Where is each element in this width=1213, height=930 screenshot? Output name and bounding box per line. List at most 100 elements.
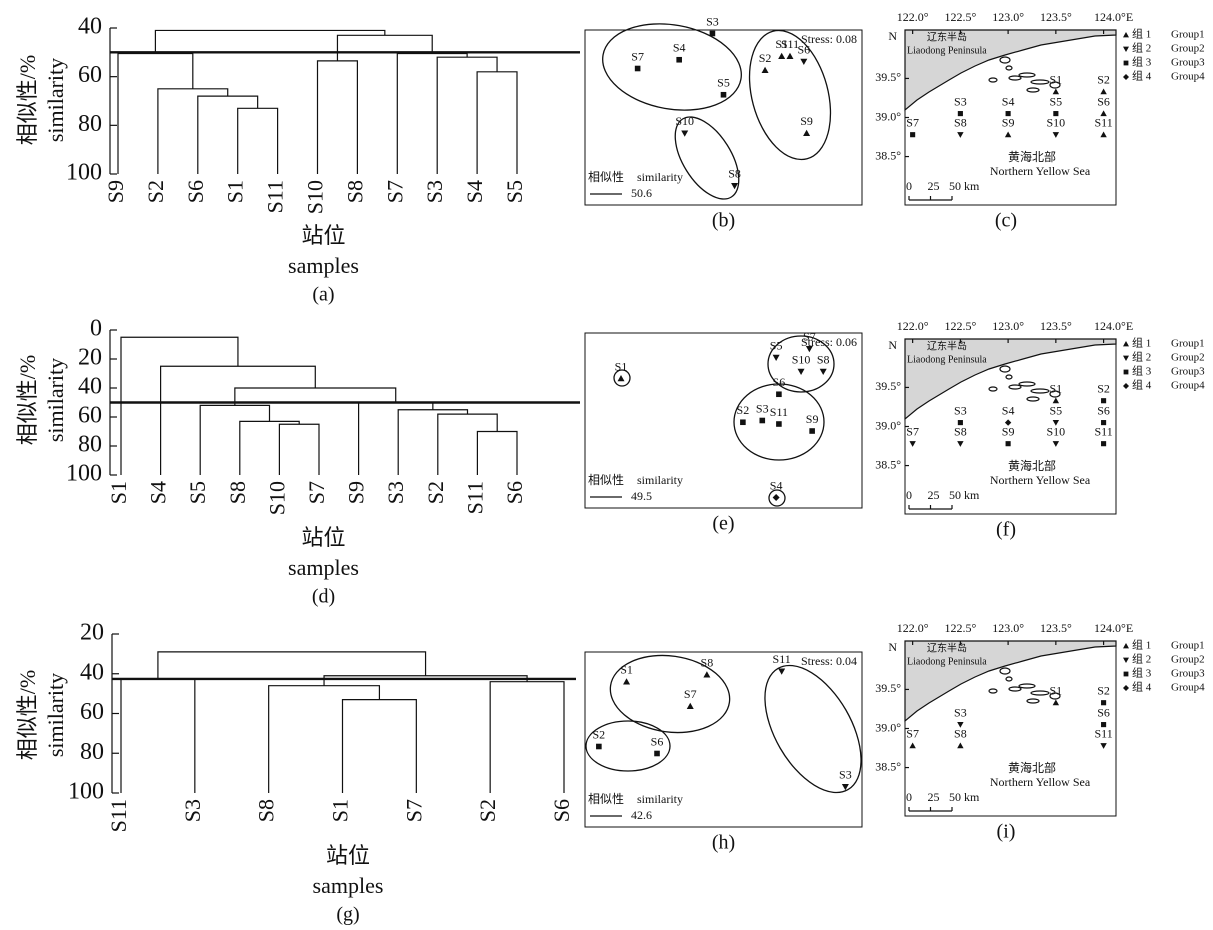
panel-label: (i) xyxy=(997,821,1016,843)
y-tick-label: 39.0° xyxy=(875,418,901,432)
scale-label: 25 xyxy=(928,488,940,502)
point-label: S3 xyxy=(706,14,719,28)
sample-point xyxy=(731,182,739,190)
sea-label: 黄海北部 xyxy=(1008,458,1056,473)
leaf-label: S2 xyxy=(143,180,168,203)
station-label: S11 xyxy=(1094,424,1112,438)
scale-value: 50.6 xyxy=(631,186,652,200)
sample-point xyxy=(761,66,769,74)
legend-label: Group1 xyxy=(1171,29,1205,41)
plot-frame xyxy=(584,651,863,828)
leaf-label: S7 xyxy=(401,799,426,822)
merge xyxy=(160,365,316,475)
station-label: S2 xyxy=(1097,381,1110,395)
y-tick-label: 100 xyxy=(66,160,102,186)
merge xyxy=(476,430,518,475)
leaf-label: S9 xyxy=(344,481,369,504)
station xyxy=(957,722,964,728)
sample-point xyxy=(740,419,746,426)
x-tick-label: 122.0° xyxy=(897,621,929,635)
point-label: S10 xyxy=(792,352,811,366)
point-label: S1 xyxy=(615,359,628,373)
point-label: S2 xyxy=(759,51,772,65)
point-label: S11 xyxy=(770,405,788,419)
station-label: S6 xyxy=(1097,403,1110,417)
station-label: S6 xyxy=(1097,705,1110,719)
group-ellipse xyxy=(609,654,731,734)
legend-label: Group4 xyxy=(1171,380,1205,392)
station xyxy=(1100,743,1107,749)
island xyxy=(1018,72,1036,78)
peninsula-label: 辽东半岛 xyxy=(927,30,967,43)
sample-point xyxy=(803,129,811,137)
scale-label: 0 xyxy=(906,488,912,502)
point-label: S10 xyxy=(675,114,694,128)
legend-symbol xyxy=(1123,32,1129,38)
merge xyxy=(199,404,271,475)
station xyxy=(1101,700,1107,706)
island xyxy=(1030,79,1050,85)
point-label: S8 xyxy=(701,656,714,670)
legend-label: Group2 xyxy=(1171,43,1205,55)
merge xyxy=(120,678,196,793)
leaf-label: S4 xyxy=(146,481,171,504)
x-tick-label: 122.5° xyxy=(944,621,976,635)
leaf-label: S4 xyxy=(462,180,487,203)
station-label: S8 xyxy=(954,726,967,740)
sample-point xyxy=(776,391,782,398)
point-label: S6 xyxy=(773,375,786,389)
merge xyxy=(358,401,434,475)
x-tick-label: 123.0° xyxy=(992,10,1024,24)
y-tick-label: 60 xyxy=(78,62,102,88)
point-label: S5 xyxy=(717,76,730,90)
sample-point xyxy=(772,494,780,501)
sample-point xyxy=(703,671,711,678)
panel-label: (e) xyxy=(712,513,734,535)
point-label: S1 xyxy=(620,663,633,677)
panel-label: (g) xyxy=(336,904,359,926)
station-label: S3 xyxy=(954,94,967,108)
station-label: S4 xyxy=(1002,403,1015,417)
leaf-label: S6 xyxy=(549,799,574,822)
x-tick-label: 123.5° xyxy=(1040,10,1072,24)
leaf-label: S11 xyxy=(106,799,131,832)
panel-label: (f) xyxy=(996,519,1016,541)
legend-symbol xyxy=(1123,46,1129,52)
x-tick-label: 124.0°E xyxy=(1094,10,1133,24)
x-axis-label: samples xyxy=(288,555,359,580)
leaf-label: S8 xyxy=(225,481,250,504)
peninsula-label: Liaodong Peninsula xyxy=(907,45,987,56)
legend-label: Group3 xyxy=(1171,57,1205,69)
y-axis-label: 相似性/% xyxy=(15,670,40,760)
point-label: S3 xyxy=(839,768,852,782)
point-label: S7 xyxy=(631,49,644,63)
station xyxy=(909,742,916,749)
legend-label: Group2 xyxy=(1171,352,1205,364)
sample-point xyxy=(759,417,766,424)
x-axis-label: samples xyxy=(313,873,384,898)
legend-label: 组 4 xyxy=(1132,69,1152,83)
station xyxy=(1052,699,1060,706)
scale-value: 49.5 xyxy=(631,489,652,503)
sample-point xyxy=(805,345,813,353)
land xyxy=(904,640,1117,723)
station-label: S1 xyxy=(1050,72,1063,86)
station xyxy=(1100,110,1107,117)
scale-label: 50 km xyxy=(949,488,980,502)
panel-label: (h) xyxy=(712,832,735,854)
stress-label: Stress: 0.06 xyxy=(801,335,857,349)
merge xyxy=(396,52,468,174)
station-label: S8 xyxy=(954,115,967,129)
y-tick-label: 40 xyxy=(78,14,102,40)
peninsula-label: Liaodong Peninsula xyxy=(907,354,987,365)
x-tick-label: 124.0°E xyxy=(1094,621,1133,635)
sample-point xyxy=(617,375,625,382)
point-label: S2 xyxy=(737,403,750,417)
leaf-label: S5 xyxy=(185,481,210,504)
legend-symbol xyxy=(1123,369,1129,375)
station xyxy=(1052,88,1060,95)
merge xyxy=(154,29,386,54)
y-tick-label: 20 xyxy=(78,345,102,371)
land xyxy=(904,29,1117,112)
merge xyxy=(436,56,498,174)
